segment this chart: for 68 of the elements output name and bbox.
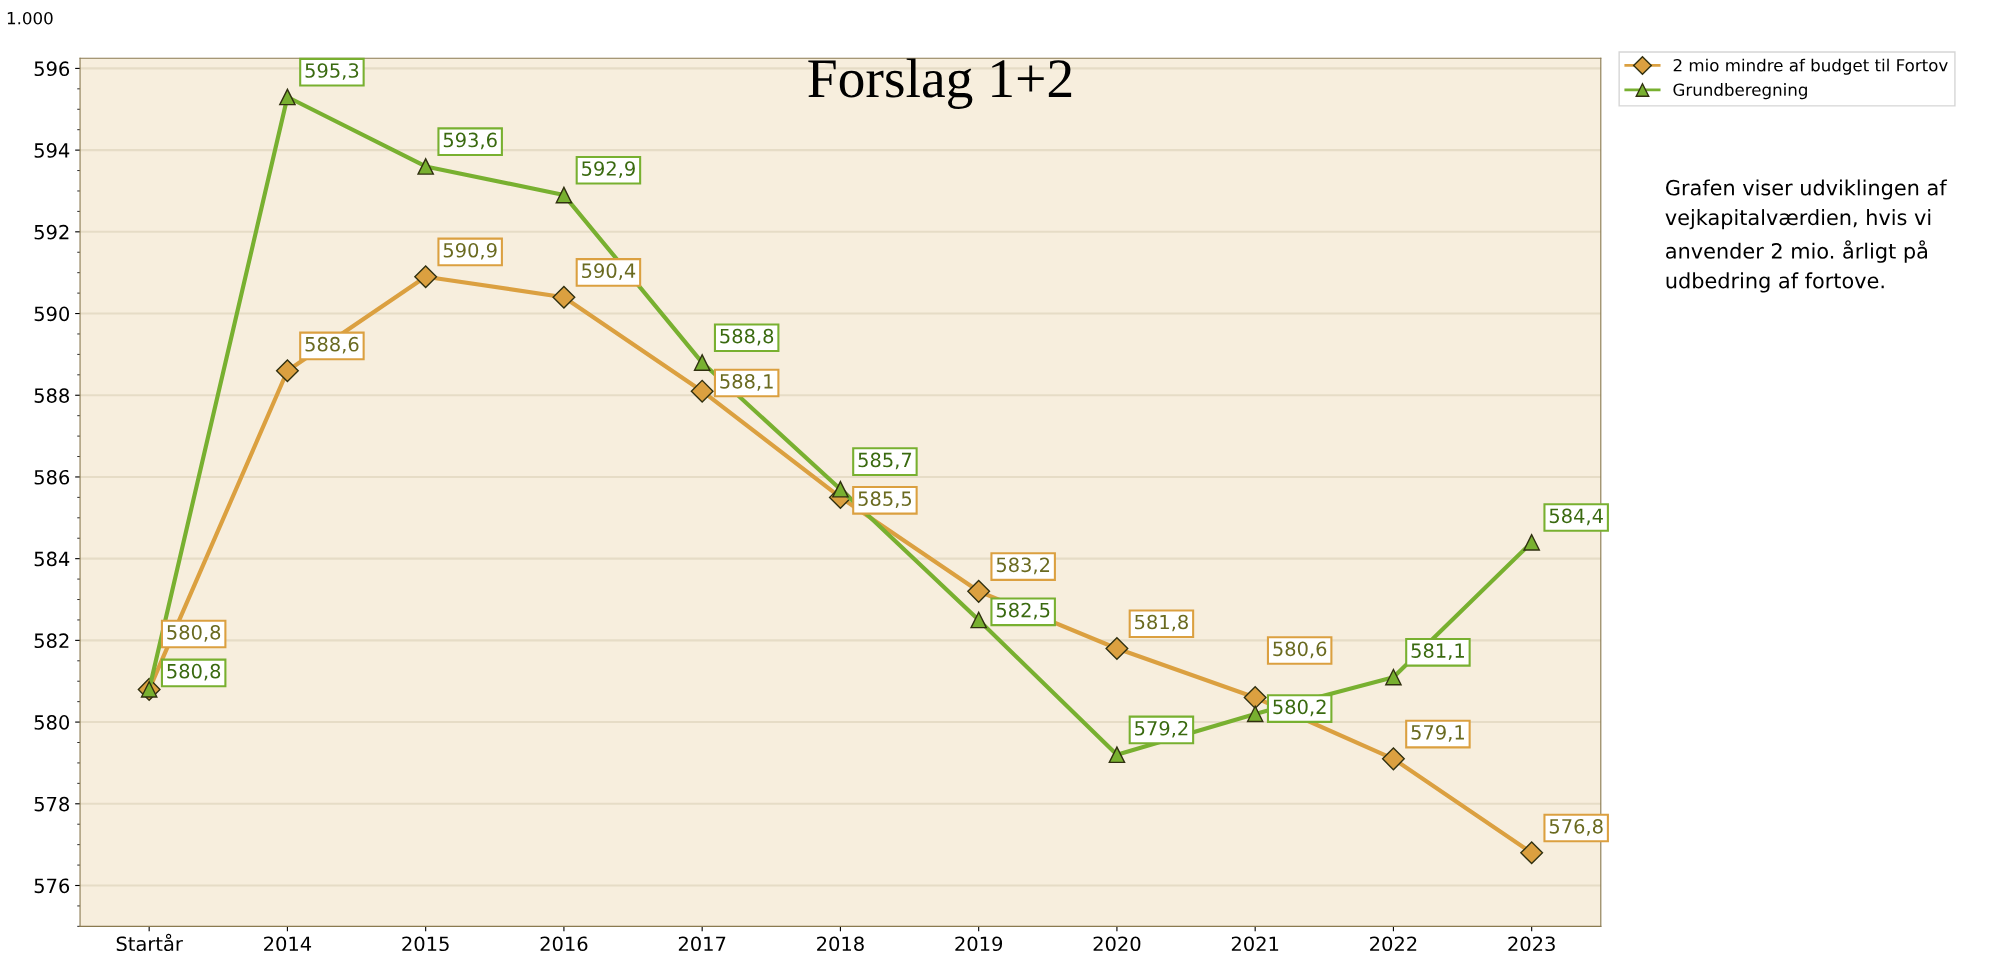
- point: [1105, 637, 1129, 661]
- point: [279, 88, 296, 106]
- x-tick-label: 2016: [540, 936, 588, 952]
- legend-label: 2 mio mindre af budget til Fortov: [1673, 58, 1948, 75]
- data-label: 581,1: [1411, 643, 1464, 660]
- text: 1.000: [7, 11, 53, 25]
- data-label: 593,6: [443, 132, 497, 150]
- point: [1520, 841, 1544, 865]
- data-label: 592,9: [582, 161, 635, 178]
- data-label: 585,7: [858, 452, 912, 470]
- data-label: 580,8: [167, 663, 221, 681]
- data-label: 580,2: [1273, 699, 1326, 717]
- data-label: 581,8: [1135, 614, 1188, 632]
- y-tick-label: 590: [34, 306, 70, 322]
- data-label: 588,8: [720, 328, 774, 346]
- text: Grafen viser udviklingen af vejkapitalværdien, hvis vi anvender 2 mio. årligt på udbedring af fortove.: [1665, 179, 1948, 293]
- data-label: 583,2: [996, 557, 1050, 575]
- data-label: 580,6: [1273, 641, 1327, 659]
- data-label: 579,1: [1411, 724, 1464, 742]
- point: [967, 579, 991, 603]
- data-label: 582,5: [996, 602, 1050, 620]
- y-tick-label: 588: [34, 388, 69, 403]
- x-tick-label: 2021: [1231, 936, 1279, 952]
- y-tick-label: 576: [34, 878, 70, 894]
- data-label: 585,5: [858, 491, 912, 508]
- legend-label: Grundberegning: [1673, 83, 1807, 100]
- x-tick-label: 2019: [955, 936, 1003, 952]
- point: [552, 285, 576, 309]
- x-tick-label: 2022: [1370, 936, 1417, 952]
- point: [417, 158, 435, 175]
- chart-title: Forslag 1+2: [808, 58, 1072, 109]
- x-tick-label: 2020: [1093, 936, 1141, 952]
- point: [275, 359, 299, 383]
- point: [693, 354, 711, 371]
- point: [1108, 746, 1126, 764]
- data-label: 588,1: [720, 373, 773, 391]
- point: [1243, 686, 1267, 710]
- y-tick-label: 582: [34, 633, 69, 649]
- y-tick-label: 596: [34, 61, 70, 77]
- point: [1523, 533, 1541, 551]
- data-label: 588,6: [305, 336, 359, 354]
- data-label: 590,4: [582, 263, 636, 281]
- point: [555, 186, 573, 204]
- y-tick-label: 586: [34, 469, 70, 485]
- y-tick-label: 580: [34, 715, 70, 730]
- point: [414, 265, 438, 289]
- data-label: 579,2: [1135, 720, 1188, 738]
- x-tick-label: Startår: [116, 933, 183, 952]
- data-label: 580,8: [167, 624, 221, 642]
- y-tick-label: 592: [34, 224, 69, 240]
- point: [690, 379, 714, 403]
- y-tick-label: 594: [34, 143, 70, 158]
- data-label: 576,8: [1549, 818, 1603, 836]
- x-tick-label: 2017: [678, 936, 726, 952]
- x-tick-label: 2023: [1508, 936, 1555, 952]
- data-label: 590,9: [443, 242, 497, 260]
- y-tick-label: 584: [34, 551, 70, 567]
- point: [832, 480, 849, 498]
- data-label: 595,3: [305, 63, 359, 80]
- x-tick-label: 2018: [817, 936, 864, 952]
- data-label: 584,4: [1549, 508, 1603, 526]
- y-tick-label: 578: [34, 796, 69, 812]
- point: [970, 611, 988, 629]
- x-tick-label: 2014: [264, 936, 312, 952]
- point: [1385, 668, 1402, 686]
- point: [1246, 705, 1264, 723]
- point: [1381, 747, 1405, 771]
- x-tick-label: 2015: [402, 936, 449, 952]
